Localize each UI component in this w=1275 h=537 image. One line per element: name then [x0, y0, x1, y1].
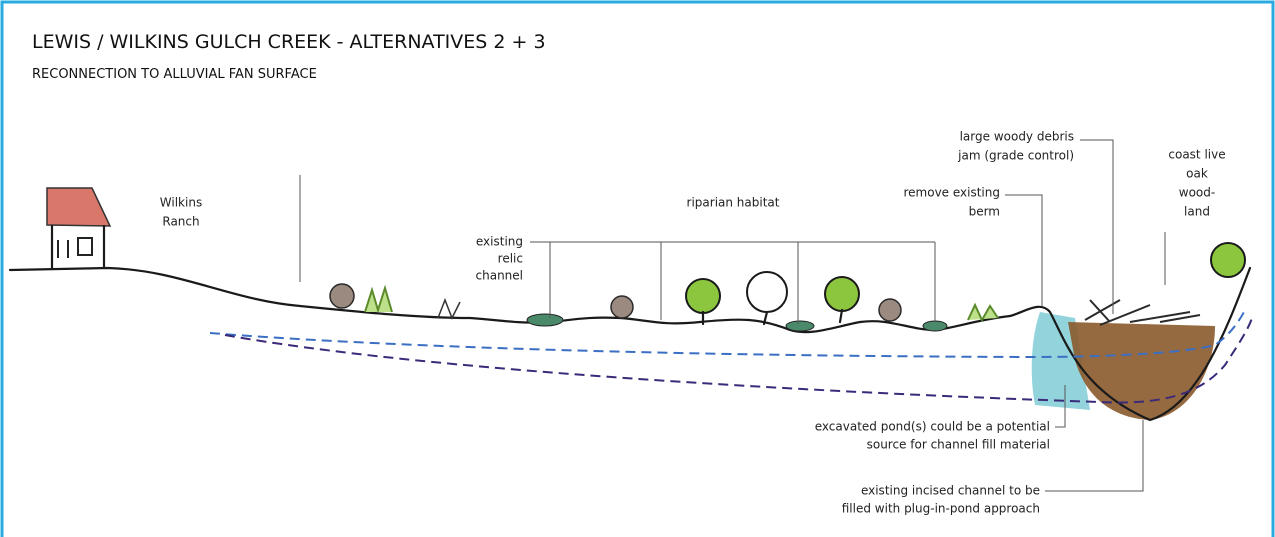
- label-line: oak: [1186, 167, 1208, 181]
- label-line: relic: [498, 252, 523, 266]
- label-line: channel: [476, 269, 523, 283]
- label-line: remove existing: [903, 186, 1000, 200]
- label-line: filled with plug-in-pond approach: [842, 502, 1040, 516]
- label-line: existing incised channel to be: [861, 484, 1040, 498]
- subtitle: RECONNECTION TO ALLUVIAL FAN SURFACE: [32, 67, 317, 82]
- label-line: large woody debris: [960, 130, 1074, 144]
- label-line: jam (grade control): [957, 149, 1074, 163]
- diagram: LEWIS / WILKINS GULCH CREEK - ALTERNATIV…: [0, 0, 1275, 537]
- label-line: berm: [969, 205, 1000, 219]
- label-line: Wilkins: [160, 196, 202, 210]
- label-line: riparian habitat: [687, 196, 780, 210]
- frame: [2, 2, 1273, 537]
- label-line: coast live: [1168, 148, 1225, 162]
- label-line: wood-: [1179, 186, 1215, 200]
- title: LEWIS / WILKINS GULCH CREEK - ALTERNATIV…: [32, 31, 546, 53]
- label-line: existing: [476, 235, 523, 249]
- label-line: Ranch: [162, 215, 199, 229]
- label-line: source for channel fill material: [867, 438, 1050, 452]
- label-line: excavated pond(s) could be a potential: [815, 420, 1050, 434]
- label-line: land: [1184, 205, 1210, 219]
